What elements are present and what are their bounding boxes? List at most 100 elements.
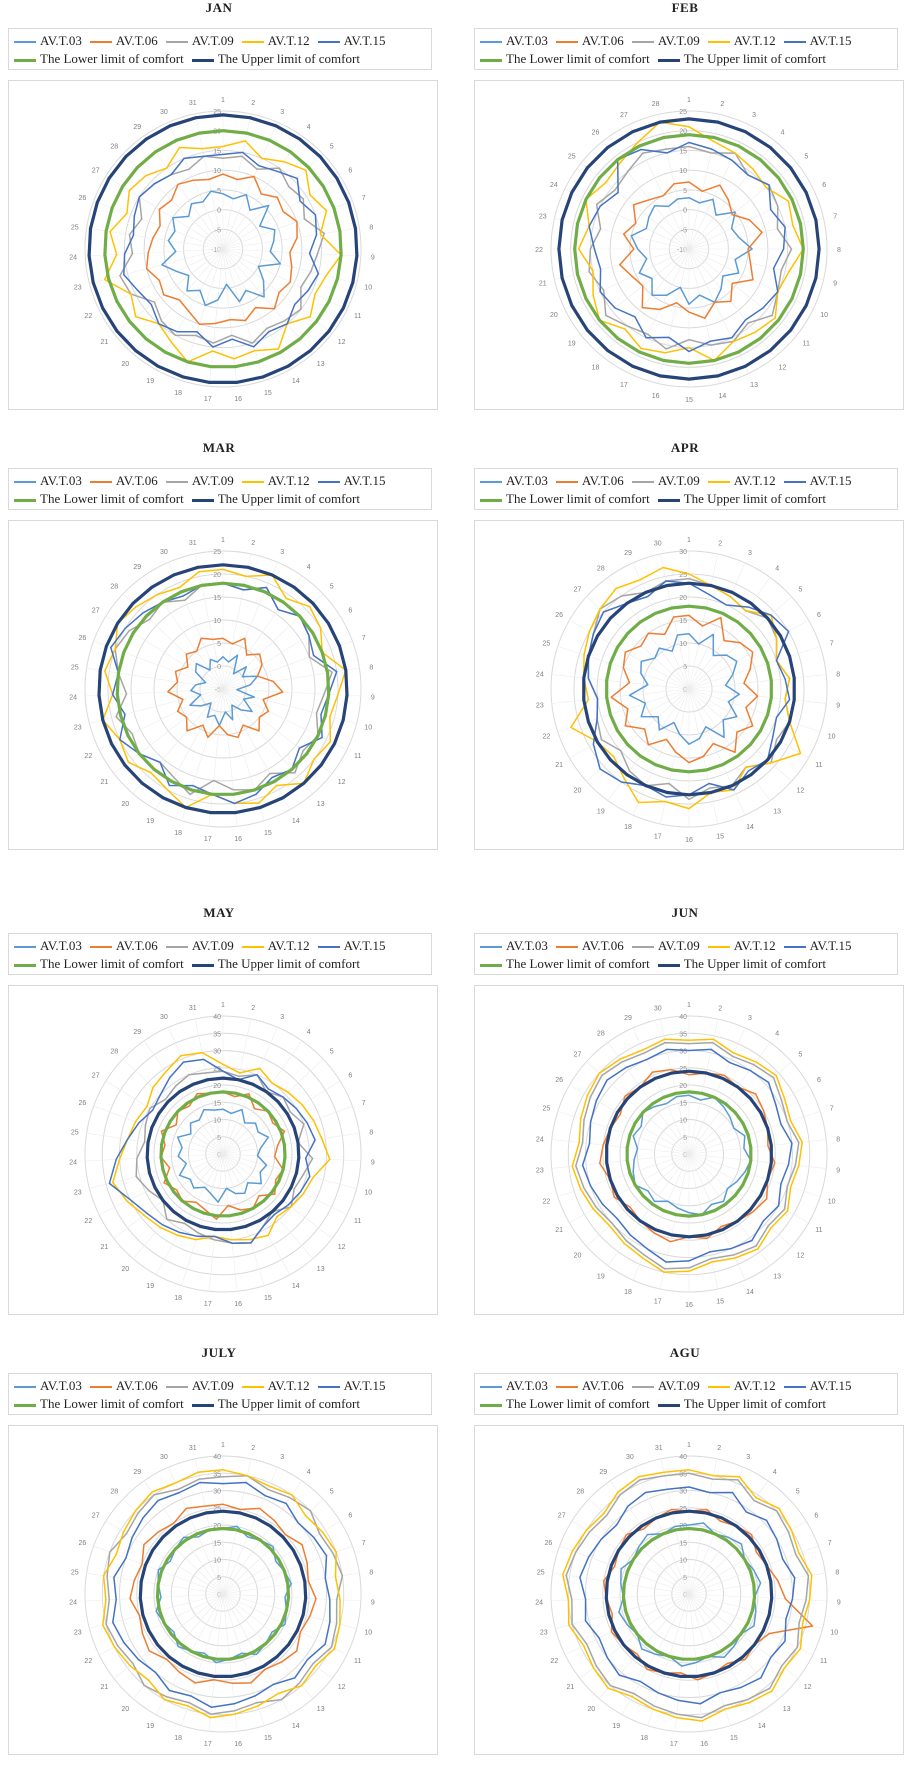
- spoke: [86, 667, 224, 690]
- legend-label: AV.T.03: [506, 1378, 548, 1393]
- spoke: [222, 248, 357, 284]
- legend-label: AV.T.09: [657, 1378, 700, 1393]
- day-label: 15: [716, 834, 724, 841]
- series-av-t-15: [579, 1486, 796, 1705]
- day-label: 31: [189, 1005, 197, 1012]
- day-label: 18: [174, 830, 182, 837]
- day-label: 28: [110, 1489, 118, 1496]
- spoke: [222, 122, 278, 250]
- day-label: 26: [78, 635, 86, 642]
- series-av-t-09: [575, 1041, 800, 1270]
- day-label: 16: [685, 1302, 693, 1309]
- spoke: [688, 1153, 718, 1290]
- day-label: 1: [687, 537, 691, 544]
- legend-swatch: [165, 946, 188, 949]
- spoke: [222, 1018, 252, 1155]
- legend-label: AV.T.03: [40, 938, 82, 953]
- legend-label: AV.T.06: [581, 1378, 624, 1393]
- day-label: 27: [620, 112, 628, 119]
- legend-entry: AV.T.06: [89, 1377, 158, 1395]
- spoke: [551, 1153, 690, 1169]
- spoke: [194, 113, 224, 250]
- legend-entry: AV.T.15: [783, 32, 852, 50]
- spoke: [143, 1040, 224, 1155]
- day-label: 8: [369, 1129, 373, 1136]
- series-av-t-12: [570, 566, 802, 810]
- spoke: [222, 688, 333, 774]
- day-label: 24: [535, 1600, 543, 1607]
- legend-label: The Upper limit of comfort: [217, 51, 360, 66]
- spoke: [688, 688, 746, 816]
- radial-tick-label: 20: [679, 129, 687, 136]
- spoke: [222, 1080, 341, 1155]
- day-label: 4: [307, 1029, 311, 1036]
- legend-label: AV.T.15: [343, 1378, 386, 1393]
- day-label: 23: [536, 703, 544, 710]
- legend-label: The Lower limit of comfort: [40, 956, 184, 971]
- day-label: 12: [779, 364, 787, 371]
- day-label: 10: [830, 1630, 838, 1637]
- spoke: [122, 1058, 224, 1155]
- spoke: [222, 1040, 303, 1155]
- spoke: [222, 248, 314, 354]
- day-label: 23: [536, 1168, 544, 1175]
- spoke: [222, 1593, 265, 1726]
- day-label: 29: [133, 564, 141, 571]
- day-label: 14: [292, 378, 300, 385]
- radial-tick-label: 25: [213, 1066, 221, 1073]
- legend-entry: AV.T.15: [317, 32, 386, 50]
- spoke: [222, 1153, 357, 1189]
- day-label: 8: [369, 1569, 373, 1576]
- day-label: 5: [330, 584, 334, 591]
- legend-entry: AV.T.03: [480, 472, 548, 490]
- day-label: 25: [537, 1569, 545, 1576]
- spoke: [688, 124, 750, 250]
- legend-swatch: [707, 481, 730, 484]
- day-label: 5: [796, 1489, 800, 1496]
- spoke: [98, 1153, 224, 1216]
- day-label: 10: [828, 1198, 836, 1205]
- day-label: 3: [280, 1454, 284, 1461]
- spoke: [181, 1153, 224, 1286]
- series-av-t-12: [562, 1469, 813, 1722]
- spoke: [607, 1153, 690, 1266]
- spoke: [222, 562, 278, 690]
- day-label: 16: [652, 393, 660, 400]
- day-label: 19: [612, 1723, 620, 1730]
- day-label: 24: [69, 1160, 77, 1167]
- legend-entry: AV.T.12: [241, 1377, 310, 1395]
- day-label: 21: [100, 779, 108, 786]
- series-av-t-03: [628, 633, 741, 745]
- radial-tick-label: 5: [683, 1135, 687, 1142]
- radial-tick-label: 5: [217, 1135, 221, 1142]
- legend-entry: The Lower limit of comfort: [14, 50, 184, 68]
- legend-swatch: [317, 946, 340, 949]
- radial-tick-label: 40: [213, 1454, 221, 1461]
- chart-legend: AV.T.03 AV.T.06 AV.T.09 AV.T.12 AV.T.15 The L…: [474, 1373, 898, 1415]
- day-label: 20: [121, 361, 129, 368]
- spoke: [168, 1467, 224, 1595]
- series-av-t-15: [588, 141, 786, 353]
- day-label: 7: [362, 1540, 366, 1547]
- day-label: 2: [251, 1005, 255, 1012]
- day-label: 6: [348, 1073, 352, 1080]
- day-label: 21: [100, 339, 108, 346]
- day-label: 8: [836, 671, 840, 678]
- series-the-upper-limit-of-comfort: [557, 117, 821, 381]
- day-label: 22: [84, 753, 92, 760]
- day-label: 15: [685, 397, 693, 404]
- day-label: 11: [803, 341, 810, 348]
- spoke: [632, 688, 690, 816]
- legend-label: AV.T.06: [115, 33, 158, 48]
- day-label: 13: [750, 382, 758, 389]
- legend-swatch: [480, 1386, 502, 1389]
- chart-legend: AV.T.03 AV.T.06 AV.T.09 AV.T.12 AV.T.15 The L…: [474, 933, 898, 975]
- legend-label: The Upper limit of comfort: [217, 956, 360, 971]
- legend-label: The Lower limit of comfort: [506, 51, 650, 66]
- radar-chart-jun: JUN AV.T.03 AV.T.06 AV.T.09 AV.T.12 AV.T.15 Th…: [466, 905, 904, 1315]
- spoke: [155, 248, 224, 370]
- spoke: [222, 1027, 278, 1155]
- legend-label: AV.T.15: [343, 33, 386, 48]
